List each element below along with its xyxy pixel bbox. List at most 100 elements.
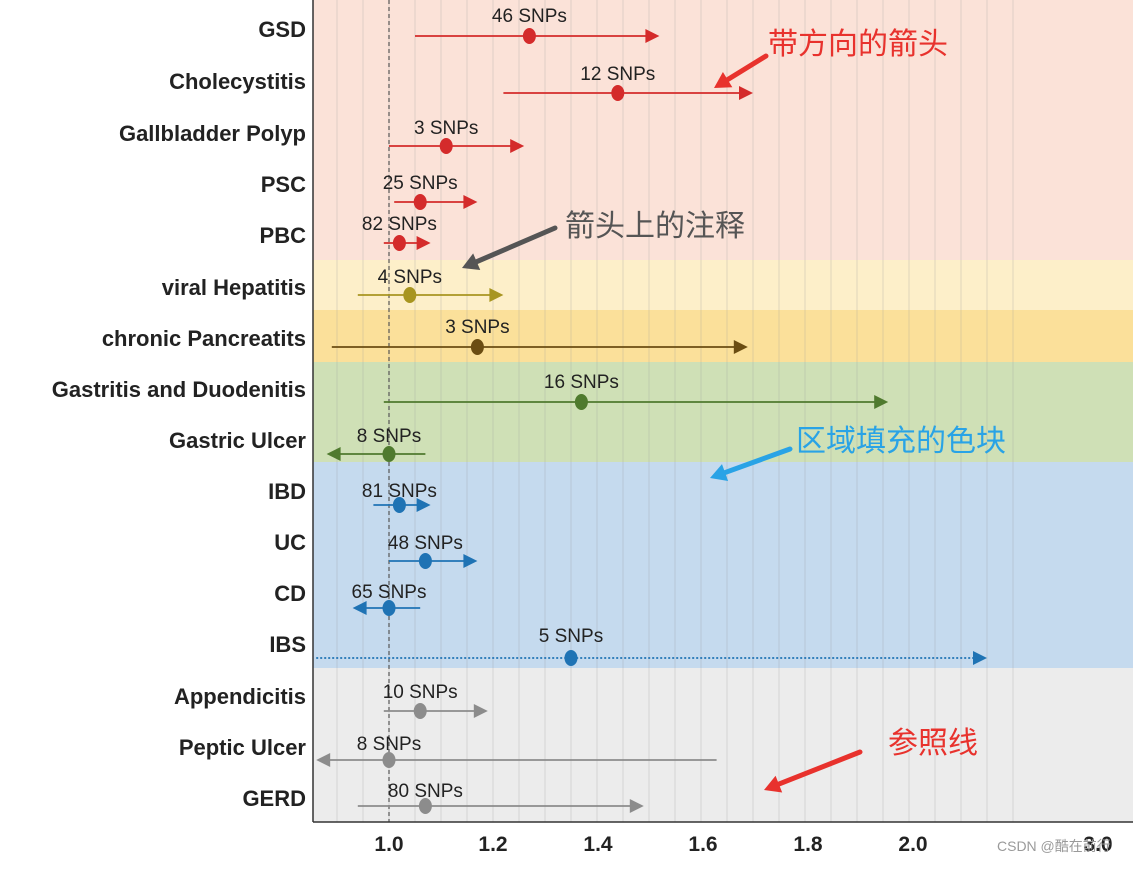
point-estimate bbox=[611, 85, 625, 101]
forest-row: 3 SNPs bbox=[389, 118, 525, 154]
annotation: 箭头上的注释 bbox=[462, 210, 745, 270]
forest-row: 8 SNPs bbox=[326, 426, 426, 462]
arrow-head bbox=[739, 86, 753, 100]
annotation: 带方向的箭头 bbox=[714, 28, 948, 88]
snp-count-label: 4 SNPs bbox=[378, 267, 442, 288]
point-estimate bbox=[413, 703, 427, 719]
annotation-arrow-shaft bbox=[722, 446, 793, 476]
arrow-head bbox=[416, 498, 431, 512]
x-tick-label: 1.8 bbox=[793, 833, 823, 856]
x-tick-label: 2.0 bbox=[898, 833, 927, 856]
annotation-text: 箭头上的注释 bbox=[565, 210, 745, 243]
category-label: Gastric Ulcer bbox=[169, 428, 306, 453]
band-3 bbox=[313, 310, 1133, 362]
point-estimate bbox=[418, 798, 432, 814]
snp-count-label: 80 SNPs bbox=[388, 781, 463, 802]
category-label: chronic Pancreatits bbox=[102, 326, 306, 351]
forest-row: 3 SNPs bbox=[331, 317, 748, 355]
category-label: Cholecystitis bbox=[169, 69, 306, 94]
arrow-head bbox=[326, 447, 341, 461]
point-estimate bbox=[522, 28, 536, 44]
point-estimate bbox=[382, 446, 396, 462]
x-tick-label: 1.4 bbox=[583, 833, 613, 856]
category-label: viral Hepatitis bbox=[162, 275, 306, 300]
arrow-head bbox=[316, 753, 331, 767]
x-tick-label: 1.6 bbox=[688, 833, 717, 856]
band-2 bbox=[313, 260, 1133, 310]
category-label: Gallbladder Polyp bbox=[119, 121, 306, 146]
forest-row: 25 SNPs bbox=[383, 173, 478, 210]
watermark-text: CSDN @酷在前行 bbox=[997, 838, 1111, 854]
forest-row: 12 SNPs bbox=[503, 64, 753, 101]
point-estimate bbox=[439, 138, 453, 154]
arrow-head bbox=[463, 554, 478, 568]
annotation-arrow-head bbox=[714, 71, 733, 88]
point-estimate bbox=[403, 287, 417, 303]
gridlines bbox=[336, 0, 1014, 822]
arrow-head bbox=[645, 29, 660, 43]
arrow-head bbox=[473, 704, 488, 718]
snp-count-label: 8 SNPs bbox=[357, 734, 421, 755]
category-label: Peptic Ulcer bbox=[179, 735, 307, 760]
arrow-head bbox=[489, 288, 504, 302]
arrow-head bbox=[874, 395, 889, 409]
forest-row: 82 SNPs bbox=[362, 214, 437, 251]
x-tick-label: 1.0 bbox=[374, 833, 403, 856]
snp-count-label: 16 SNPs bbox=[544, 372, 619, 393]
forest-row: 16 SNPs bbox=[383, 372, 889, 410]
point-estimate bbox=[564, 650, 578, 666]
x-tick-label: 1.2 bbox=[478, 833, 507, 856]
x-tick-label: 3.0 bbox=[1083, 833, 1112, 856]
annotation-arrow-shaft bbox=[776, 749, 863, 787]
category-label: IBS bbox=[269, 632, 306, 657]
band-5 bbox=[313, 462, 1133, 668]
snp-count-label: 81 SNPs bbox=[362, 481, 437, 502]
band-4 bbox=[313, 362, 1133, 462]
category-label: CD bbox=[274, 581, 306, 606]
snp-count-label: 25 SNPs bbox=[383, 173, 458, 194]
snp-count-label: 3 SNPs bbox=[445, 317, 509, 338]
point-estimate bbox=[574, 394, 588, 410]
annotation-arrow-shaft bbox=[474, 225, 558, 265]
category-label: Appendicitis bbox=[174, 684, 306, 709]
snp-count-label: 10 SNPs bbox=[383, 682, 458, 703]
category-labels: GSD Cholecystitis Gallbladder Polyp PSC PBC v… bbox=[52, 17, 307, 811]
forest-row: 10 SNPs bbox=[383, 682, 488, 719]
category-label: Gastritis and Duodenitis bbox=[52, 377, 306, 402]
annotation-arrow-head bbox=[462, 253, 481, 270]
category-label: GERD bbox=[242, 786, 306, 811]
snp-count-label: 48 SNPs bbox=[388, 533, 463, 554]
region-bands bbox=[313, 0, 1133, 822]
arrow-head bbox=[733, 340, 748, 354]
forest-row: 8 SNPs bbox=[316, 734, 717, 768]
forest-rows: 46 SNPs 12 SNPs 3 SNPs 25 SNPs 82 SNPs 4 SNPs… bbox=[316, 6, 987, 814]
annotation-arrow-head bbox=[764, 775, 783, 793]
category-label: GSD bbox=[258, 17, 306, 42]
annotation: 参照线 bbox=[764, 727, 978, 793]
arrow-head bbox=[973, 651, 987, 665]
forest-row: 80 SNPs bbox=[357, 781, 644, 814]
band-1 bbox=[313, 0, 1133, 260]
band-6 bbox=[313, 668, 1133, 822]
arrow-head bbox=[510, 139, 525, 153]
annotation-text: 参照线 bbox=[888, 727, 978, 760]
category-label: UC bbox=[274, 530, 306, 555]
arrow-head bbox=[352, 601, 367, 615]
snp-count-label: 8 SNPs bbox=[357, 426, 421, 447]
arrow-head bbox=[463, 195, 478, 209]
forest-row: 48 SNPs bbox=[388, 533, 478, 569]
forest-row: 4 SNPs bbox=[357, 267, 504, 303]
forest-row: 46 SNPs bbox=[415, 6, 660, 44]
point-estimate bbox=[392, 497, 406, 513]
snp-count-label: 3 SNPs bbox=[414, 118, 478, 139]
x-axis: 1.0 1.2 1.4 1.6 1.8 2.0 3.0 bbox=[312, 0, 1133, 856]
point-estimate bbox=[382, 752, 396, 768]
annotation: 区域填充的色块 bbox=[710, 425, 1006, 482]
category-label: PBC bbox=[260, 223, 307, 248]
snp-count-label: 5 SNPs bbox=[539, 626, 603, 647]
snp-count-label: 46 SNPs bbox=[492, 6, 567, 27]
arrow-head bbox=[629, 799, 644, 813]
point-estimate bbox=[418, 553, 432, 569]
